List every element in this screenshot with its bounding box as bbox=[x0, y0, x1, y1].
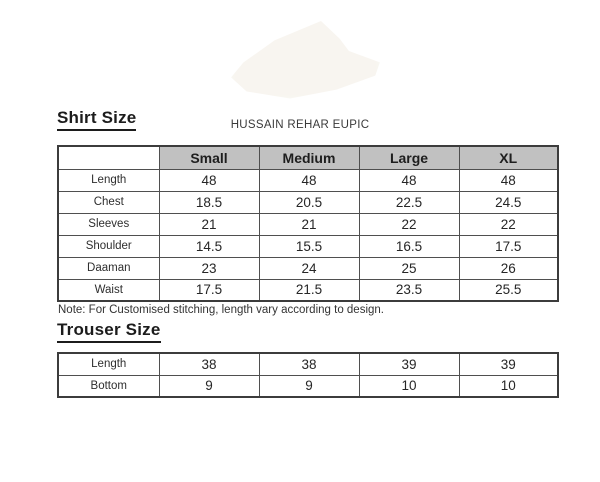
cell: 22.5 bbox=[358, 190, 460, 214]
row-label: Length bbox=[57, 168, 160, 192]
cell: 16.5 bbox=[358, 234, 460, 258]
shirt-header-row: Small Medium Large XL bbox=[57, 145, 559, 170]
cell: 9 bbox=[258, 374, 360, 398]
row-label: Daaman bbox=[57, 256, 160, 280]
table-row-length: Length 48 48 48 48 bbox=[57, 168, 559, 192]
cell: 21.5 bbox=[258, 278, 360, 302]
cell: 18.5 bbox=[158, 190, 260, 214]
cell: 23 bbox=[158, 256, 260, 280]
table-row-chest: Chest 18.5 20.5 22.5 24.5 bbox=[57, 190, 559, 214]
cell: 20.5 bbox=[258, 190, 360, 214]
row-label: Bottom bbox=[57, 374, 160, 398]
shirt-size-heading: Shirt Size bbox=[57, 108, 137, 131]
shirt-size-table: Small Medium Large XL Length 48 48 48 48… bbox=[57, 145, 559, 302]
shirt-size-heading-text: Shirt Size bbox=[57, 108, 137, 131]
table-row-waist: Waist 17.5 21.5 23.5 25.5 bbox=[57, 278, 559, 302]
row-label: Waist bbox=[57, 278, 160, 302]
cell: 48 bbox=[158, 168, 260, 192]
cell: 22 bbox=[458, 212, 559, 236]
cell: 9 bbox=[158, 374, 260, 398]
cell: 48 bbox=[458, 168, 559, 192]
stitching-note: Note: For Customised stitching, length v… bbox=[58, 304, 384, 316]
row-label: Length bbox=[57, 352, 160, 376]
cell: 14.5 bbox=[158, 234, 260, 258]
cell: 24.5 bbox=[458, 190, 559, 214]
cell: 48 bbox=[358, 168, 460, 192]
brand-label: HUSSAIN REHAR EUPIC bbox=[230, 119, 370, 131]
trouser-size-table: Length 38 38 39 39 Bottom 9 9 10 10 bbox=[57, 352, 559, 398]
cell: 39 bbox=[358, 352, 460, 376]
row-label: Sleeves bbox=[57, 212, 160, 236]
cell: 25 bbox=[358, 256, 460, 280]
cell: 38 bbox=[158, 352, 260, 376]
cell: 22 bbox=[358, 212, 460, 236]
column-header-medium: Medium bbox=[258, 145, 360, 170]
trouser-size-heading: Trouser Size bbox=[57, 320, 161, 343]
cell: 17.5 bbox=[458, 234, 559, 258]
cell: 21 bbox=[258, 212, 360, 236]
column-header-large: Large bbox=[358, 145, 460, 170]
column-header-small: Small bbox=[158, 145, 260, 170]
watermark-blob bbox=[231, 21, 380, 99]
cell: 24 bbox=[258, 256, 360, 280]
corner-cell bbox=[57, 145, 160, 170]
row-label: Chest bbox=[57, 190, 160, 214]
cell: 25.5 bbox=[458, 278, 559, 302]
column-header-xl: XL bbox=[458, 145, 559, 170]
cell: 26 bbox=[458, 256, 559, 280]
cell: 10 bbox=[358, 374, 460, 398]
cell: 23.5 bbox=[358, 278, 460, 302]
table-row-sleeves: Sleeves 21 21 22 22 bbox=[57, 212, 559, 236]
table-row-shoulder: Shoulder 14.5 15.5 16.5 17.5 bbox=[57, 234, 559, 258]
table-row-daaman: Daaman 23 24 25 26 bbox=[57, 256, 559, 280]
trouser-size-heading-text: Trouser Size bbox=[57, 320, 161, 343]
cell: 15.5 bbox=[258, 234, 360, 258]
cell: 39 bbox=[458, 352, 559, 376]
cell: 38 bbox=[258, 352, 360, 376]
table-row-trouser-bottom: Bottom 9 9 10 10 bbox=[57, 374, 559, 398]
cell: 21 bbox=[158, 212, 260, 236]
cell: 10 bbox=[458, 374, 559, 398]
cell: 48 bbox=[258, 168, 360, 192]
row-label: Shoulder bbox=[57, 234, 160, 258]
table-row-trouser-length: Length 38 38 39 39 bbox=[57, 352, 559, 376]
cell: 17.5 bbox=[158, 278, 260, 302]
